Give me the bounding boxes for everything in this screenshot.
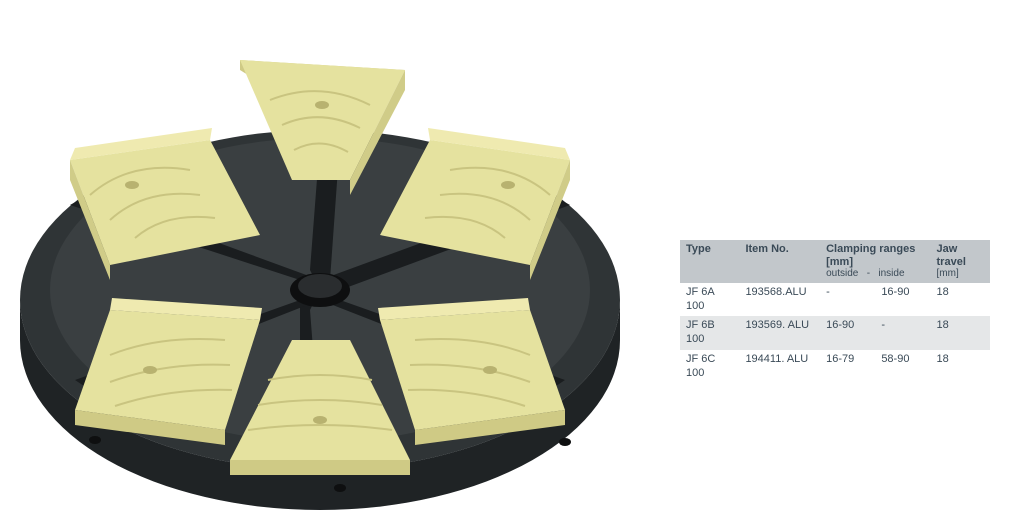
cell-outside: - (820, 283, 875, 317)
th-clamping-inside: inside (878, 268, 904, 279)
th-item-no: Item No. (739, 240, 820, 283)
cell-travel: 18 (931, 316, 990, 350)
table-row: JF 6A 100 193568.ALU - 16-90 18 (680, 283, 990, 317)
th-item-no-label: Item No. (745, 243, 788, 255)
th-type-label: Type (686, 243, 711, 255)
cell-outside: 16-90 (820, 316, 875, 350)
cell-type: JF 6B 100 (680, 316, 739, 350)
cell-type: JF 6A 100 (680, 283, 739, 317)
cell-item-no: 193569. ALU (739, 316, 820, 350)
th-jaw-travel: Jaw travel [mm] (931, 240, 990, 283)
cell-inside: 58-90 (875, 350, 930, 384)
cell-type: JF 6C 100 (680, 350, 739, 384)
table-row: JF 6B 100 193569. ALU 16-90 - 18 (680, 316, 990, 350)
cell-travel: 18 (931, 283, 990, 317)
th-jaw-travel-label: Jaw travel (937, 243, 966, 268)
cell-item-no: 193568.ALU (739, 283, 820, 317)
cell-travel: 18 (931, 350, 990, 384)
th-jaw-travel-unit: [mm] (937, 268, 984, 280)
cell-item-no: 194411. ALU (739, 350, 820, 384)
table-row: JF 6C 100 194411. ALU 16-79 58-90 18 (680, 350, 990, 384)
cell-inside: 16-90 (875, 283, 930, 317)
th-clamping: Clamping ranges [mm] outside - inside (820, 240, 930, 283)
th-clamping-dash: - (867, 268, 870, 279)
th-clamping-outside: outside (826, 268, 858, 279)
cell-outside: 16-79 (820, 350, 875, 384)
chuck-illustration (10, 10, 640, 510)
spec-table: Type Item No. Clamping ranges [mm] outsi… (680, 240, 990, 383)
th-type: Type (680, 240, 739, 283)
spec-table-header-row: Type Item No. Clamping ranges [mm] outsi… (680, 240, 990, 283)
th-clamping-label: Clamping ranges [mm] (826, 243, 915, 268)
cell-inside: - (875, 316, 930, 350)
